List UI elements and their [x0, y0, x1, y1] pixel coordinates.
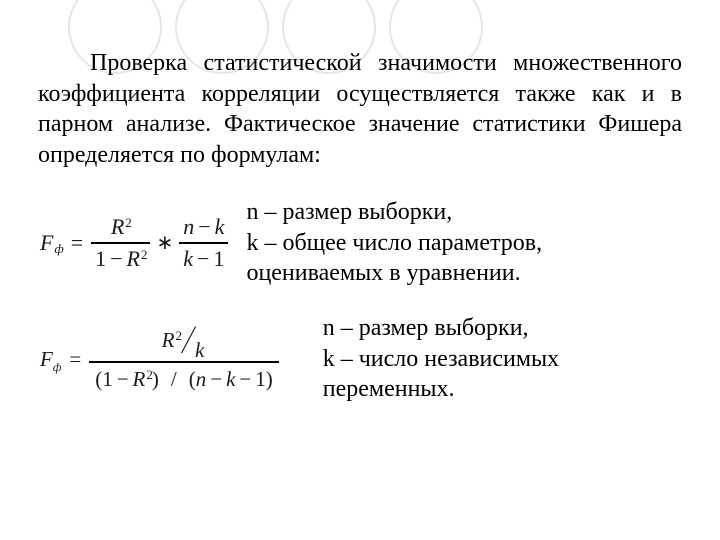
desc1-line2: k – общее число параметров,	[246, 228, 542, 259]
formula-1: Fф = R2 1−R2 ∗ n−k k−1	[38, 214, 228, 272]
intro-paragraph: Проверка статистической значимости множе…	[38, 48, 682, 171]
desc-1: n – размер выборки, k – общее число пара…	[228, 197, 542, 289]
formula-2: Fф = R2k (1−R2)/(n−k−1)	[38, 326, 279, 392]
formula-row-2: Fф = R2k (1−R2)/(n−k−1) n – размер	[38, 313, 682, 405]
slide-content: Проверка статистической значимости множе…	[0, 0, 720, 405]
desc2-line3: переменных.	[323, 374, 559, 405]
desc-2: n – размер выборки, k – число независимы…	[279, 313, 559, 405]
desc2-line2: k – число независимых	[323, 344, 559, 375]
desc1-line1: n – размер выборки,	[246, 197, 542, 228]
formula-row-1: Fф = R2 1−R2 ∗ n−k k−1 n – размер выборк…	[38, 197, 682, 289]
desc1-line3: оцениваемых в уравнении.	[246, 258, 542, 289]
desc2-line1: n – размер выборки,	[323, 313, 559, 344]
